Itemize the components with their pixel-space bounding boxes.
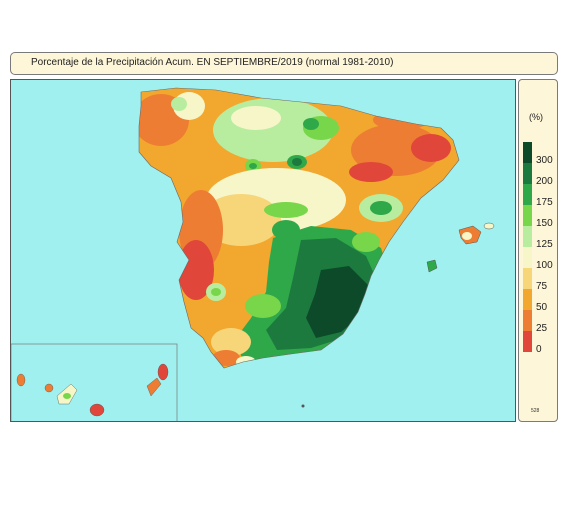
legend-tick-label: 25 (536, 323, 548, 334)
coastline (138, 87, 460, 369)
legend-tick-label: 0 (536, 344, 542, 355)
ceuta-melilla-marker (301, 404, 305, 408)
balearic-islands (426, 222, 495, 273)
legend-tick-label: 125 (536, 239, 553, 250)
legend-swatch (523, 289, 532, 310)
legend-tick-label: 300 (536, 155, 553, 166)
legend-tick-label: 50 (536, 302, 548, 313)
precipitation-map (10, 79, 516, 422)
legend-swatch (523, 163, 532, 184)
legend-swatch (523, 184, 532, 205)
legend-swatch (523, 268, 532, 289)
map-title: Porcentaje de la Precipitación Acum. EN … (31, 57, 394, 68)
legend-swatch (523, 310, 532, 331)
legend-tick-label: 150 (536, 218, 553, 229)
peninsula (139, 88, 459, 368)
legend-swatch (523, 331, 532, 352)
canary-islands (16, 363, 169, 417)
legend-swatch (523, 247, 532, 268)
legend: (%) 300 200 175 150 125 100 75 50 25 0 528 (518, 79, 558, 422)
map-title-box: Porcentaje de la Precipitación Acum. EN … (10, 52, 558, 75)
legend-swatch (523, 142, 532, 163)
map-canvas (11, 87, 495, 421)
legend-tick-label: 100 (536, 260, 553, 271)
canary-inset (11, 343, 178, 421)
legend-swatch (523, 226, 532, 247)
legend-code: 528 (531, 408, 540, 414)
legend-swatch (523, 205, 532, 226)
legend-tick-label: 200 (536, 176, 553, 187)
legend-tick-label: 75 (536, 281, 548, 292)
legend-unit: (%) (529, 112, 543, 122)
legend-tick-label: 175 (536, 197, 553, 208)
